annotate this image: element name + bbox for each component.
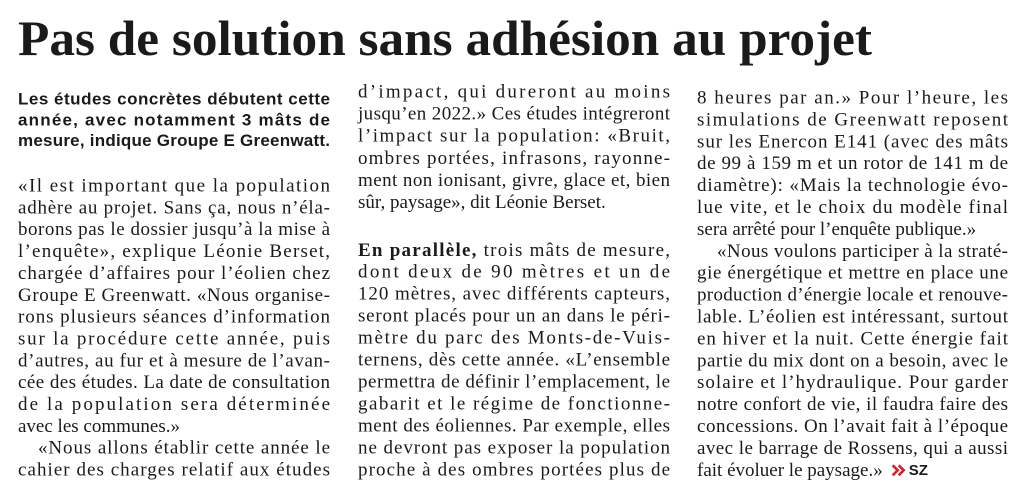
text-line: lue vite, et le choix du modèle final bbox=[697, 197, 1008, 218]
text-line: simulations de Greenwatt reposent bbox=[697, 109, 1009, 130]
text-line: «Nous allons établir cette année le bbox=[38, 438, 330, 459]
text-line: l’impact sur la population: «Bruit, bbox=[358, 126, 670, 147]
end-mark bbox=[891, 464, 906, 477]
text-line: gabarit et le régime de fonctionne- bbox=[358, 394, 670, 415]
text-line: solaire et l’hydraulique. Pour garder bbox=[697, 372, 1009, 393]
text-line: dont deux de 90 mètres et un de bbox=[358, 262, 670, 283]
text-line: chargée d’affaires pour l’éolien chez bbox=[18, 263, 330, 284]
lead-line: mesure, indique Groupe E Greenwatt. bbox=[18, 131, 330, 150]
text-line: concessions. On l’avait fait à l’époque bbox=[697, 416, 1008, 437]
text-line: mètre du parc des Monts-de-Vuis- bbox=[358, 328, 670, 349]
text-line: sûr, paysage», dit Léonie Berset. bbox=[358, 192, 606, 213]
text-line: seront placés pour un an dans le péri- bbox=[358, 306, 670, 327]
text-line: «Nous voulons participer à la straté- bbox=[717, 241, 1008, 262]
text-line: diamètre): «Mais la technologie évo- bbox=[697, 175, 1008, 196]
text-line: permettra de définir l’emplacement, le bbox=[358, 372, 670, 393]
text-line: «Il est important que la population bbox=[18, 176, 330, 197]
text-line: ternens, dès cette année. «L’ensemble bbox=[358, 350, 670, 371]
text-line: adhère au projet. Sans ça, nous n’éla- bbox=[18, 197, 330, 218]
text-line: Groupe E Greenwatt. «Nous organise- bbox=[18, 285, 330, 306]
text-line: 120 mètres, avec différents capteurs, bbox=[358, 284, 670, 305]
text-line: En parallèle, trois mâts de mesure, bbox=[358, 240, 670, 261]
text-line: cée des études. La date de consultation bbox=[18, 372, 331, 393]
text-line: ombres portées, infrasons, rayonne- bbox=[358, 148, 670, 169]
text-line: ment non ionisant, givre, glace et, bien bbox=[358, 170, 671, 191]
text-line: ne devront pas exposer la population bbox=[358, 438, 671, 459]
text-line: rons plusieurs séances d’information bbox=[18, 307, 331, 328]
text-line: notre confort de vie, il faudra faire de… bbox=[697, 394, 1008, 415]
text-line: l’enquête», explique Léonie Berset, bbox=[18, 241, 330, 262]
headline: Pas de solution sans adhésion au projet bbox=[18, 10, 872, 66]
text-line: cahier des charges relatif aux études bbox=[18, 460, 330, 481]
text-line: sera arrêté pour l’enquête publique.» bbox=[697, 219, 976, 240]
run-in-lead: En parallèle, bbox=[358, 240, 477, 261]
signature: SZ bbox=[909, 462, 928, 479]
text-line: d’impact, qui dureront au moins bbox=[358, 82, 670, 103]
text-line: sur la procédure cette année, puis bbox=[18, 328, 330, 349]
text-line: jusqu’en 2022.» Ces études intégreront bbox=[357, 104, 671, 125]
text-run: trois mâts de mesure, bbox=[478, 240, 670, 261]
text-line: gie énergétique et mettre en place une bbox=[697, 263, 1008, 284]
text-line: avec le barrage de Rossens, qui a aussi bbox=[697, 438, 1008, 459]
text-line: de 99 à 159 m et un rotor de 141 m de bbox=[697, 153, 1008, 174]
lead-line: année, avec notamment 3 mâts de bbox=[18, 110, 330, 129]
text-line: borons pas le dossier jusqu’à la mise à bbox=[18, 219, 331, 240]
text-line: en hiver et la nuit. Cette énergie fait bbox=[697, 328, 1009, 349]
lead-line: Les études concrètes débutent cette bbox=[18, 90, 330, 109]
text-line: avec les communes.» bbox=[18, 416, 180, 437]
text-line: d’autres, au fur et à mesure de l’avan- bbox=[18, 350, 330, 371]
text-line: 8 heures par an.» Pour l’heure, les bbox=[697, 88, 1008, 109]
text-line: production d’énergie locale et renouve- bbox=[697, 285, 1008, 306]
text-line: ment des éoliennes. Par exemple, elles bbox=[358, 416, 670, 437]
text-line: sur les Enercon E141 (avec des mâts bbox=[697, 131, 1008, 152]
text-line: de la population sera déterminée bbox=[18, 394, 330, 415]
text-line: partie du mix dont on a besoin, avec le bbox=[697, 350, 1008, 371]
text-line: proche à des ombres portées plus de bbox=[358, 460, 670, 481]
text-line: fait évoluer le paysage.» bbox=[697, 460, 883, 481]
text-line: lable. L’éolien est intéressant, surtout bbox=[697, 307, 1009, 328]
